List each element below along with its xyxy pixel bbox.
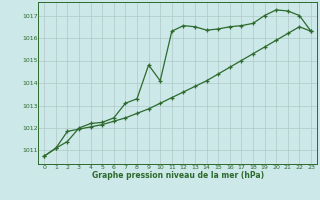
X-axis label: Graphe pression niveau de la mer (hPa): Graphe pression niveau de la mer (hPa): [92, 171, 264, 180]
